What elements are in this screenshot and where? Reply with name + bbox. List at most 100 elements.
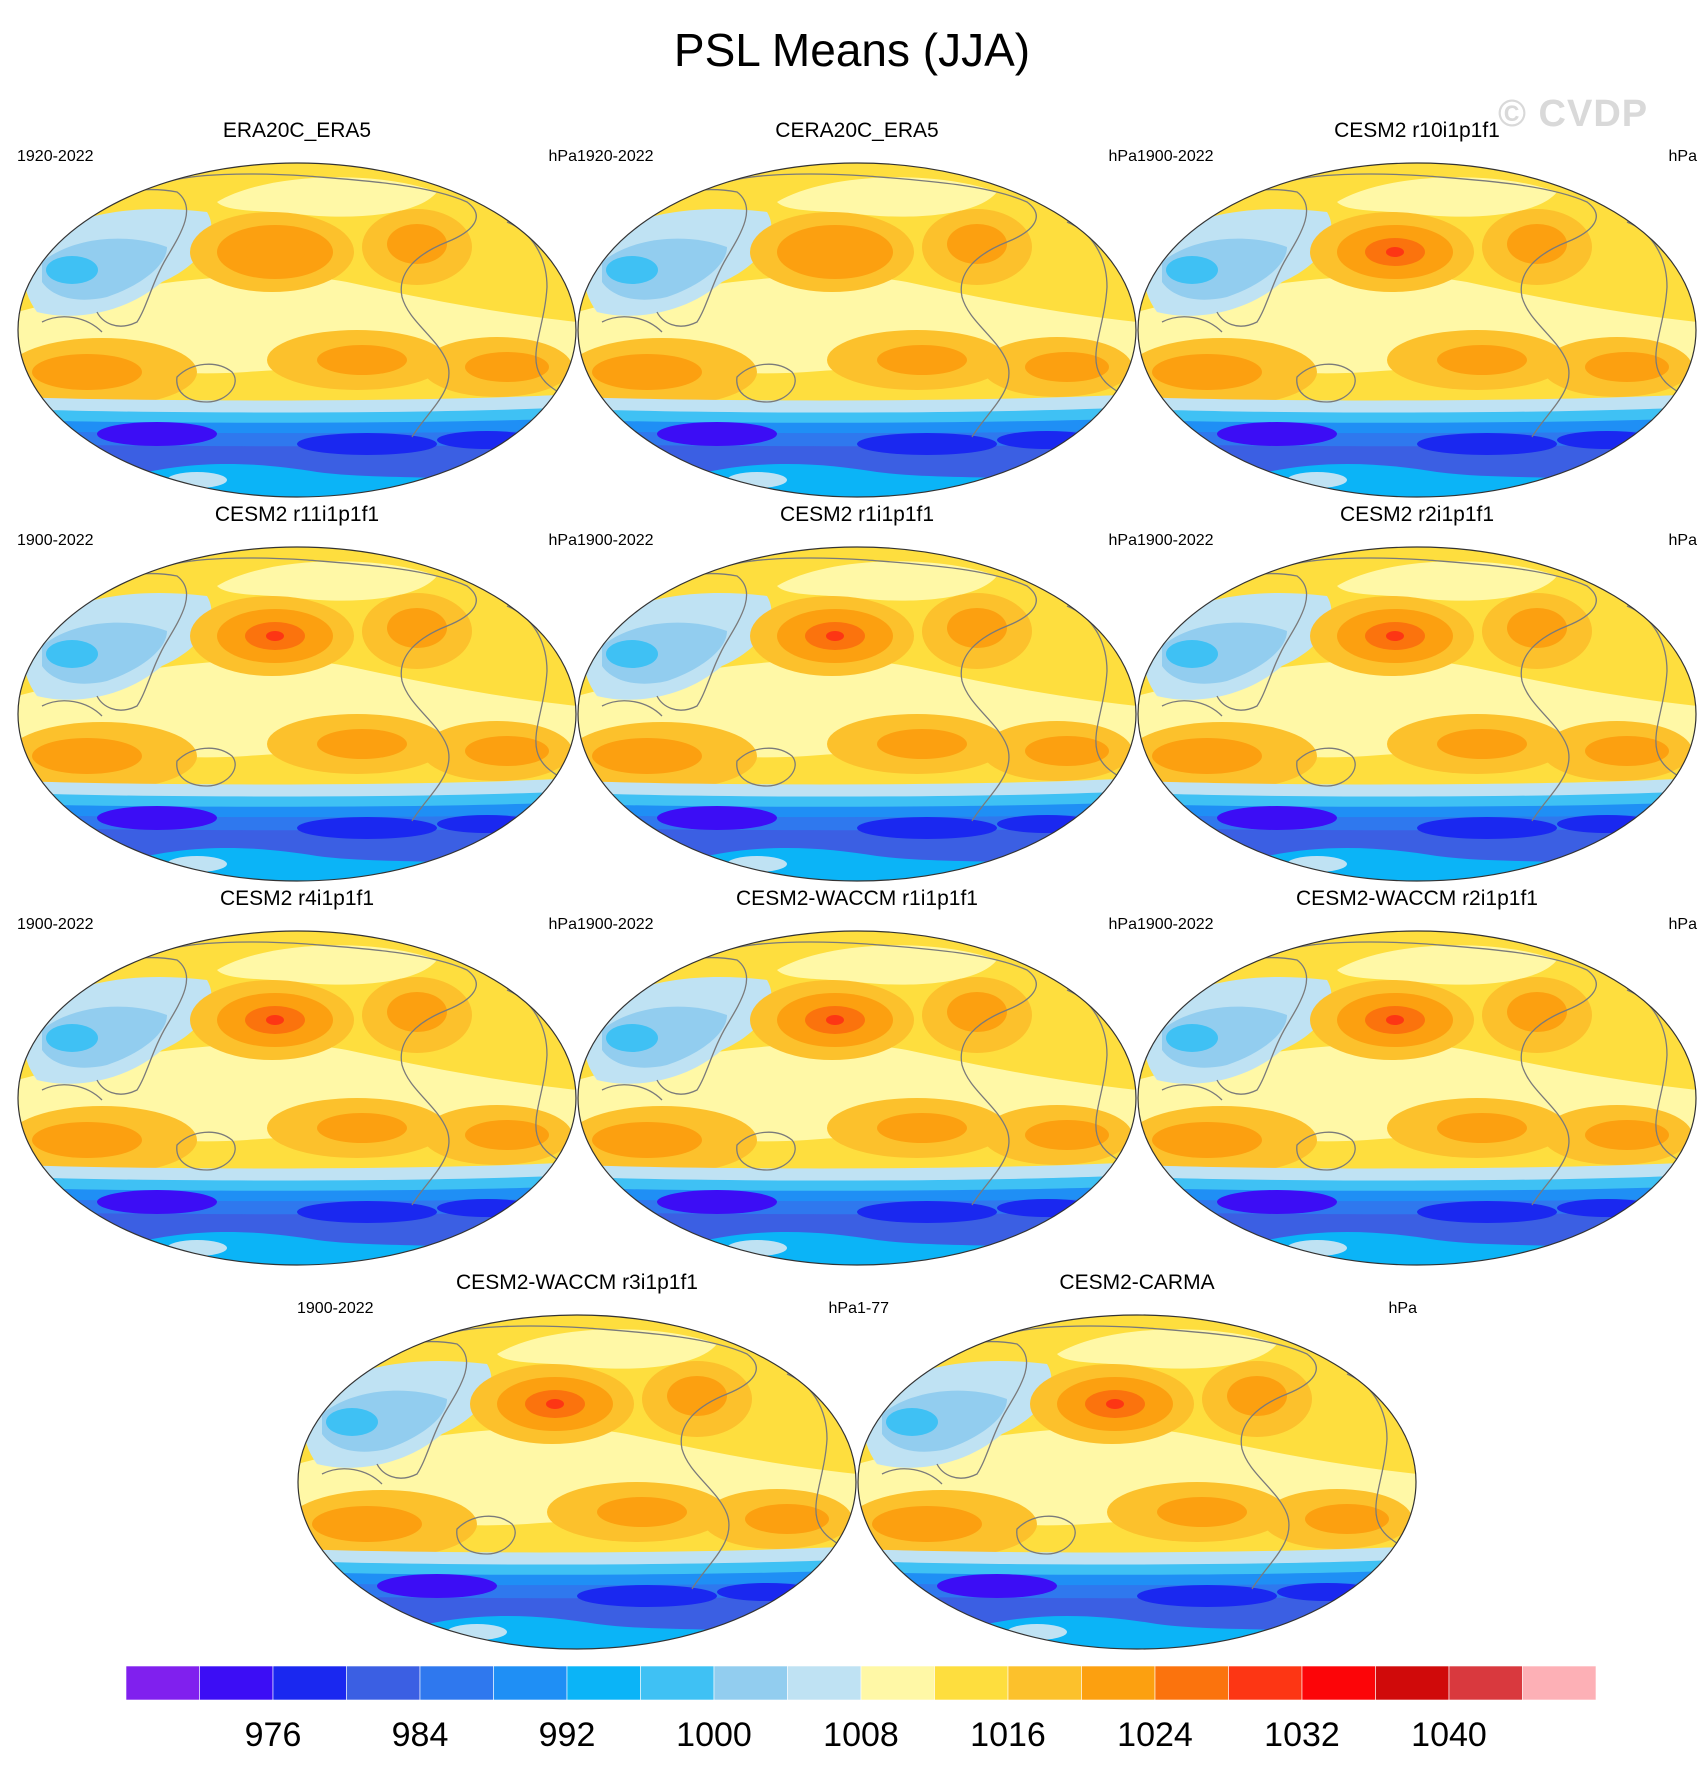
colorbar-tick-label: 1008	[823, 1716, 899, 1754]
so-low-3	[997, 431, 1097, 449]
map-outline	[297, 1314, 857, 1650]
pacific-high-core	[266, 631, 284, 641]
coast-americas	[1286, 173, 1597, 438]
panel-units: hPa	[1668, 148, 1697, 165]
panel-units: hPa	[1388, 1300, 1417, 1317]
panel-units: hPa	[548, 148, 577, 165]
so-low-3	[1277, 1583, 1377, 1601]
panel-title: CESM2-WACCM r2i1p1f1	[1296, 887, 1538, 910]
arctic-field	[217, 177, 437, 217]
so-low-1	[97, 1190, 217, 1214]
map-panel: CESM2 r11i1p1f1 1900-2022 hPa	[17, 502, 577, 882]
so-low-1	[937, 1574, 1057, 1598]
panel-title: CESM2 r10i1p1f1	[1334, 119, 1500, 142]
coast-americas	[1006, 1325, 1317, 1590]
so-low-1	[657, 422, 777, 446]
coast-africa	[1066, 221, 1133, 403]
map-panel: CESM2 r10i1p1f1 1900-2022 hPa	[1137, 118, 1697, 498]
sh-high-pacific-core	[317, 1113, 407, 1143]
asia-low-mid	[602, 1006, 727, 1068]
sh-high-pacific-core	[1437, 345, 1527, 375]
colorbar-swatch	[787, 1665, 862, 1701]
sh-high-indian-core	[312, 1506, 422, 1542]
so-low-3	[997, 1199, 1097, 1217]
so-low-1	[1217, 422, 1337, 446]
sh-high-indian-core	[592, 738, 702, 774]
panel-years: 1900-2022	[297, 1300, 374, 1317]
panel-title: CESM2 r4i1p1f1	[219, 887, 375, 910]
pacific-high-core	[546, 1399, 564, 1409]
asia-low-mid	[42, 238, 167, 300]
psl-map	[1137, 546, 1697, 882]
coast-indian	[1161, 316, 1223, 333]
coast-americas	[726, 173, 1037, 438]
coast-africa	[506, 605, 573, 787]
sh-high-atlantic-core	[1585, 1120, 1669, 1150]
panel-title: CESM2-CARMA	[1059, 1271, 1215, 1294]
coast-africa	[506, 221, 573, 403]
cvdp-watermark: © CVDP	[1498, 93, 1649, 135]
asia-low-core	[1166, 640, 1218, 668]
coast-indian	[41, 700, 103, 717]
panel-units: hPa	[828, 1300, 857, 1317]
coast-africa	[506, 989, 573, 1171]
sh-high-atlantic-core	[465, 352, 549, 382]
coast-australia	[1296, 363, 1356, 403]
so-low-1	[657, 1190, 777, 1214]
coast-australia	[176, 747, 236, 787]
azores-high-core	[947, 608, 1007, 648]
sh-high-pacific-core	[1437, 729, 1527, 759]
map-panel: CESM2-WACCM r1i1p1f1 1900-2022 hPa	[577, 886, 1137, 1266]
colorbar-swatch	[640, 1665, 715, 1701]
sh-high-pacific-core	[877, 729, 967, 759]
coast-australia	[176, 363, 236, 403]
coast-africa	[786, 1373, 853, 1555]
panel-units: hPa	[1108, 532, 1137, 549]
map-panel: CESM2 r2i1p1f1 1900-2022 hPa	[1137, 502, 1697, 882]
psl-map	[577, 546, 1137, 882]
map-outline	[577, 162, 1137, 498]
azores-high-core	[1507, 608, 1567, 648]
coast-africa	[1066, 989, 1133, 1171]
so-low-2	[857, 1201, 997, 1223]
panel-units: hPa	[1108, 916, 1137, 933]
asia-low-mid	[1162, 1006, 1287, 1068]
coast-indian	[41, 316, 103, 333]
coast-americas	[1286, 557, 1597, 822]
so-low-1	[377, 1574, 497, 1598]
panel-years: 1900-2022	[17, 532, 94, 549]
asia-low-core	[326, 1408, 378, 1436]
figure-title: PSL Means (JJA)	[673, 24, 1031, 76]
asia-low-core	[46, 640, 98, 668]
coast-australia	[1016, 1515, 1076, 1555]
so-low-2	[1137, 1585, 1277, 1607]
psl-map	[577, 162, 1137, 498]
panel-years: 1-77	[857, 1300, 890, 1317]
sh-high-atlantic-core	[465, 1120, 549, 1150]
coast-indian	[881, 1468, 943, 1485]
colorbar-swatch	[713, 1665, 788, 1701]
asia-low-core	[46, 1024, 98, 1052]
azores-high-core	[1507, 224, 1567, 264]
coast-australia	[1296, 747, 1356, 787]
panel-title: ERA20C_ERA5	[222, 119, 372, 142]
colorbar-swatch	[272, 1665, 347, 1701]
colorbar-tick-label: 976	[245, 1716, 302, 1754]
pacific-high-core	[1386, 1015, 1404, 1025]
sh-high-atlantic-core	[465, 736, 549, 766]
so-low-2	[297, 1201, 437, 1223]
azores-high-core	[387, 992, 447, 1032]
so-low-1	[1217, 1190, 1337, 1214]
pacific-high-core	[1386, 631, 1404, 641]
colorbar-tick-label: 984	[392, 1716, 449, 1754]
so-low-3	[1557, 431, 1657, 449]
coast-americas	[726, 557, 1037, 822]
coast-australia	[456, 1515, 516, 1555]
panel-years: 1920-2022	[577, 148, 654, 165]
azores-high-core	[947, 224, 1007, 264]
map-panel: CERA20C_ERA5 1920-2022 hPa	[577, 118, 1137, 498]
azores-high-core	[667, 1376, 727, 1416]
asia-low-core	[886, 1408, 938, 1436]
sh-high-atlantic-core	[1025, 1120, 1109, 1150]
colorbar-swatch	[1375, 1665, 1450, 1701]
